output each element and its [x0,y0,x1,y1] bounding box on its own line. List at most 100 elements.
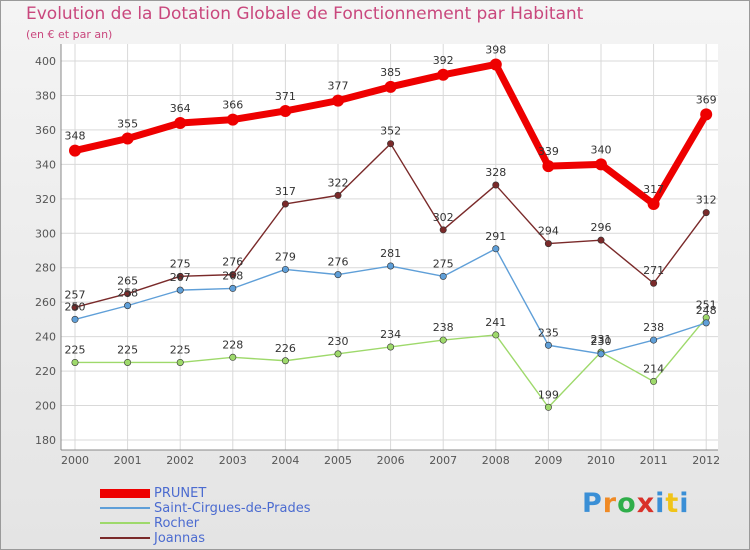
data-point [650,279,658,287]
data-point [226,113,239,126]
data-label: 339 [538,145,559,158]
y-tick-label: 360 [35,124,56,137]
y-tick-label: 400 [35,55,56,68]
data-label: 340 [591,143,612,156]
data-label: 317 [275,185,296,198]
data-label: 369 [696,93,717,106]
y-tick-label: 280 [35,262,56,275]
logo-letter: t [665,488,680,519]
data-label: 268 [222,269,243,282]
data-label: 226 [275,342,296,355]
data-point [229,284,237,292]
data-label: 355 [117,118,138,131]
x-tick-label: 2011 [640,454,668,467]
data-point [439,336,447,344]
data-label: 231 [591,333,612,346]
data-label: 225 [117,343,138,356]
data-label: 238 [643,321,664,334]
data-label: 235 [538,326,559,339]
data-point [492,181,500,189]
data-label: 392 [433,54,454,67]
logo-letter: P [582,488,603,519]
chart-title: Evolution de la Dotation Globale de Fonc… [26,4,584,24]
data-point [71,303,79,311]
data-label: 230 [591,335,612,348]
data-label: 294 [538,225,559,238]
x-tick-label: 2001 [114,454,142,467]
data-point [387,140,395,148]
x-tick-label: 2006 [377,454,405,467]
data-point [124,358,132,366]
data-point [597,350,605,358]
data-label: 352 [380,125,401,138]
legend-label: Joannas [154,531,205,546]
x-tick-label: 2000 [61,454,89,467]
data-point [650,336,658,344]
chart-subtitle: (en € et par an) [26,28,113,41]
data-label: 241 [485,316,506,329]
data-label: 250 [65,300,86,313]
data-point [334,191,342,199]
data-label: 275 [170,257,191,270]
x-tick-label: 2005 [324,454,352,467]
data-label: 275 [433,257,454,270]
data-label: 377 [328,80,349,93]
data-point [542,160,555,173]
data-label: 257 [65,288,86,301]
data-label: 271 [643,264,664,277]
legend-label: Rocher [154,516,200,531]
data-label: 199 [538,388,559,401]
logo-letter: x [636,488,656,519]
legend-swatch [100,507,150,509]
data-label: 251 [696,299,717,312]
data-point [71,315,79,323]
legend-swatch [100,522,150,524]
x-tick-label: 2007 [429,454,457,467]
data-label: 234 [380,328,401,341]
legend-label: Saint-Cirgues-de-Prades [154,501,311,516]
y-tick-label: 320 [35,193,56,206]
data-point [439,272,447,280]
data-point [229,353,237,361]
data-point [334,271,342,279]
y-tick-label: 200 [35,400,56,413]
data-point [489,58,502,71]
y-tick-label: 380 [35,89,56,102]
data-label: 348 [65,130,86,143]
data-point [279,104,292,117]
data-label: 265 [117,275,138,288]
data-point [281,357,289,365]
data-label: 267 [170,271,191,284]
data-label: 302 [433,211,454,224]
data-label: 225 [65,343,86,356]
data-point [387,262,395,270]
y-tick-label: 180 [35,434,56,447]
data-point [124,302,132,310]
data-point [492,245,500,253]
data-label: 296 [591,221,612,234]
y-tick-label: 220 [35,365,56,378]
logo-letter: i [679,488,690,519]
legend-swatch [100,537,150,539]
data-point [176,272,184,280]
data-label: 385 [380,66,401,79]
data-label: 230 [328,335,349,348]
data-point [334,350,342,358]
data-point [544,403,552,411]
logo-letter: r [602,488,618,519]
data-label: 238 [433,321,454,334]
x-tick-label: 2012 [692,454,720,467]
data-point [702,209,710,217]
data-label: 276 [222,256,243,269]
data-point [702,319,710,327]
data-point [176,358,184,366]
x-tick-label: 2009 [534,454,562,467]
data-label: 279 [275,250,296,263]
data-point [71,358,79,366]
x-tick-label: 2010 [587,454,615,467]
data-label: 248 [696,304,717,317]
data-label: 366 [222,99,243,112]
data-point [332,94,344,107]
y-tick-label: 260 [35,296,56,309]
